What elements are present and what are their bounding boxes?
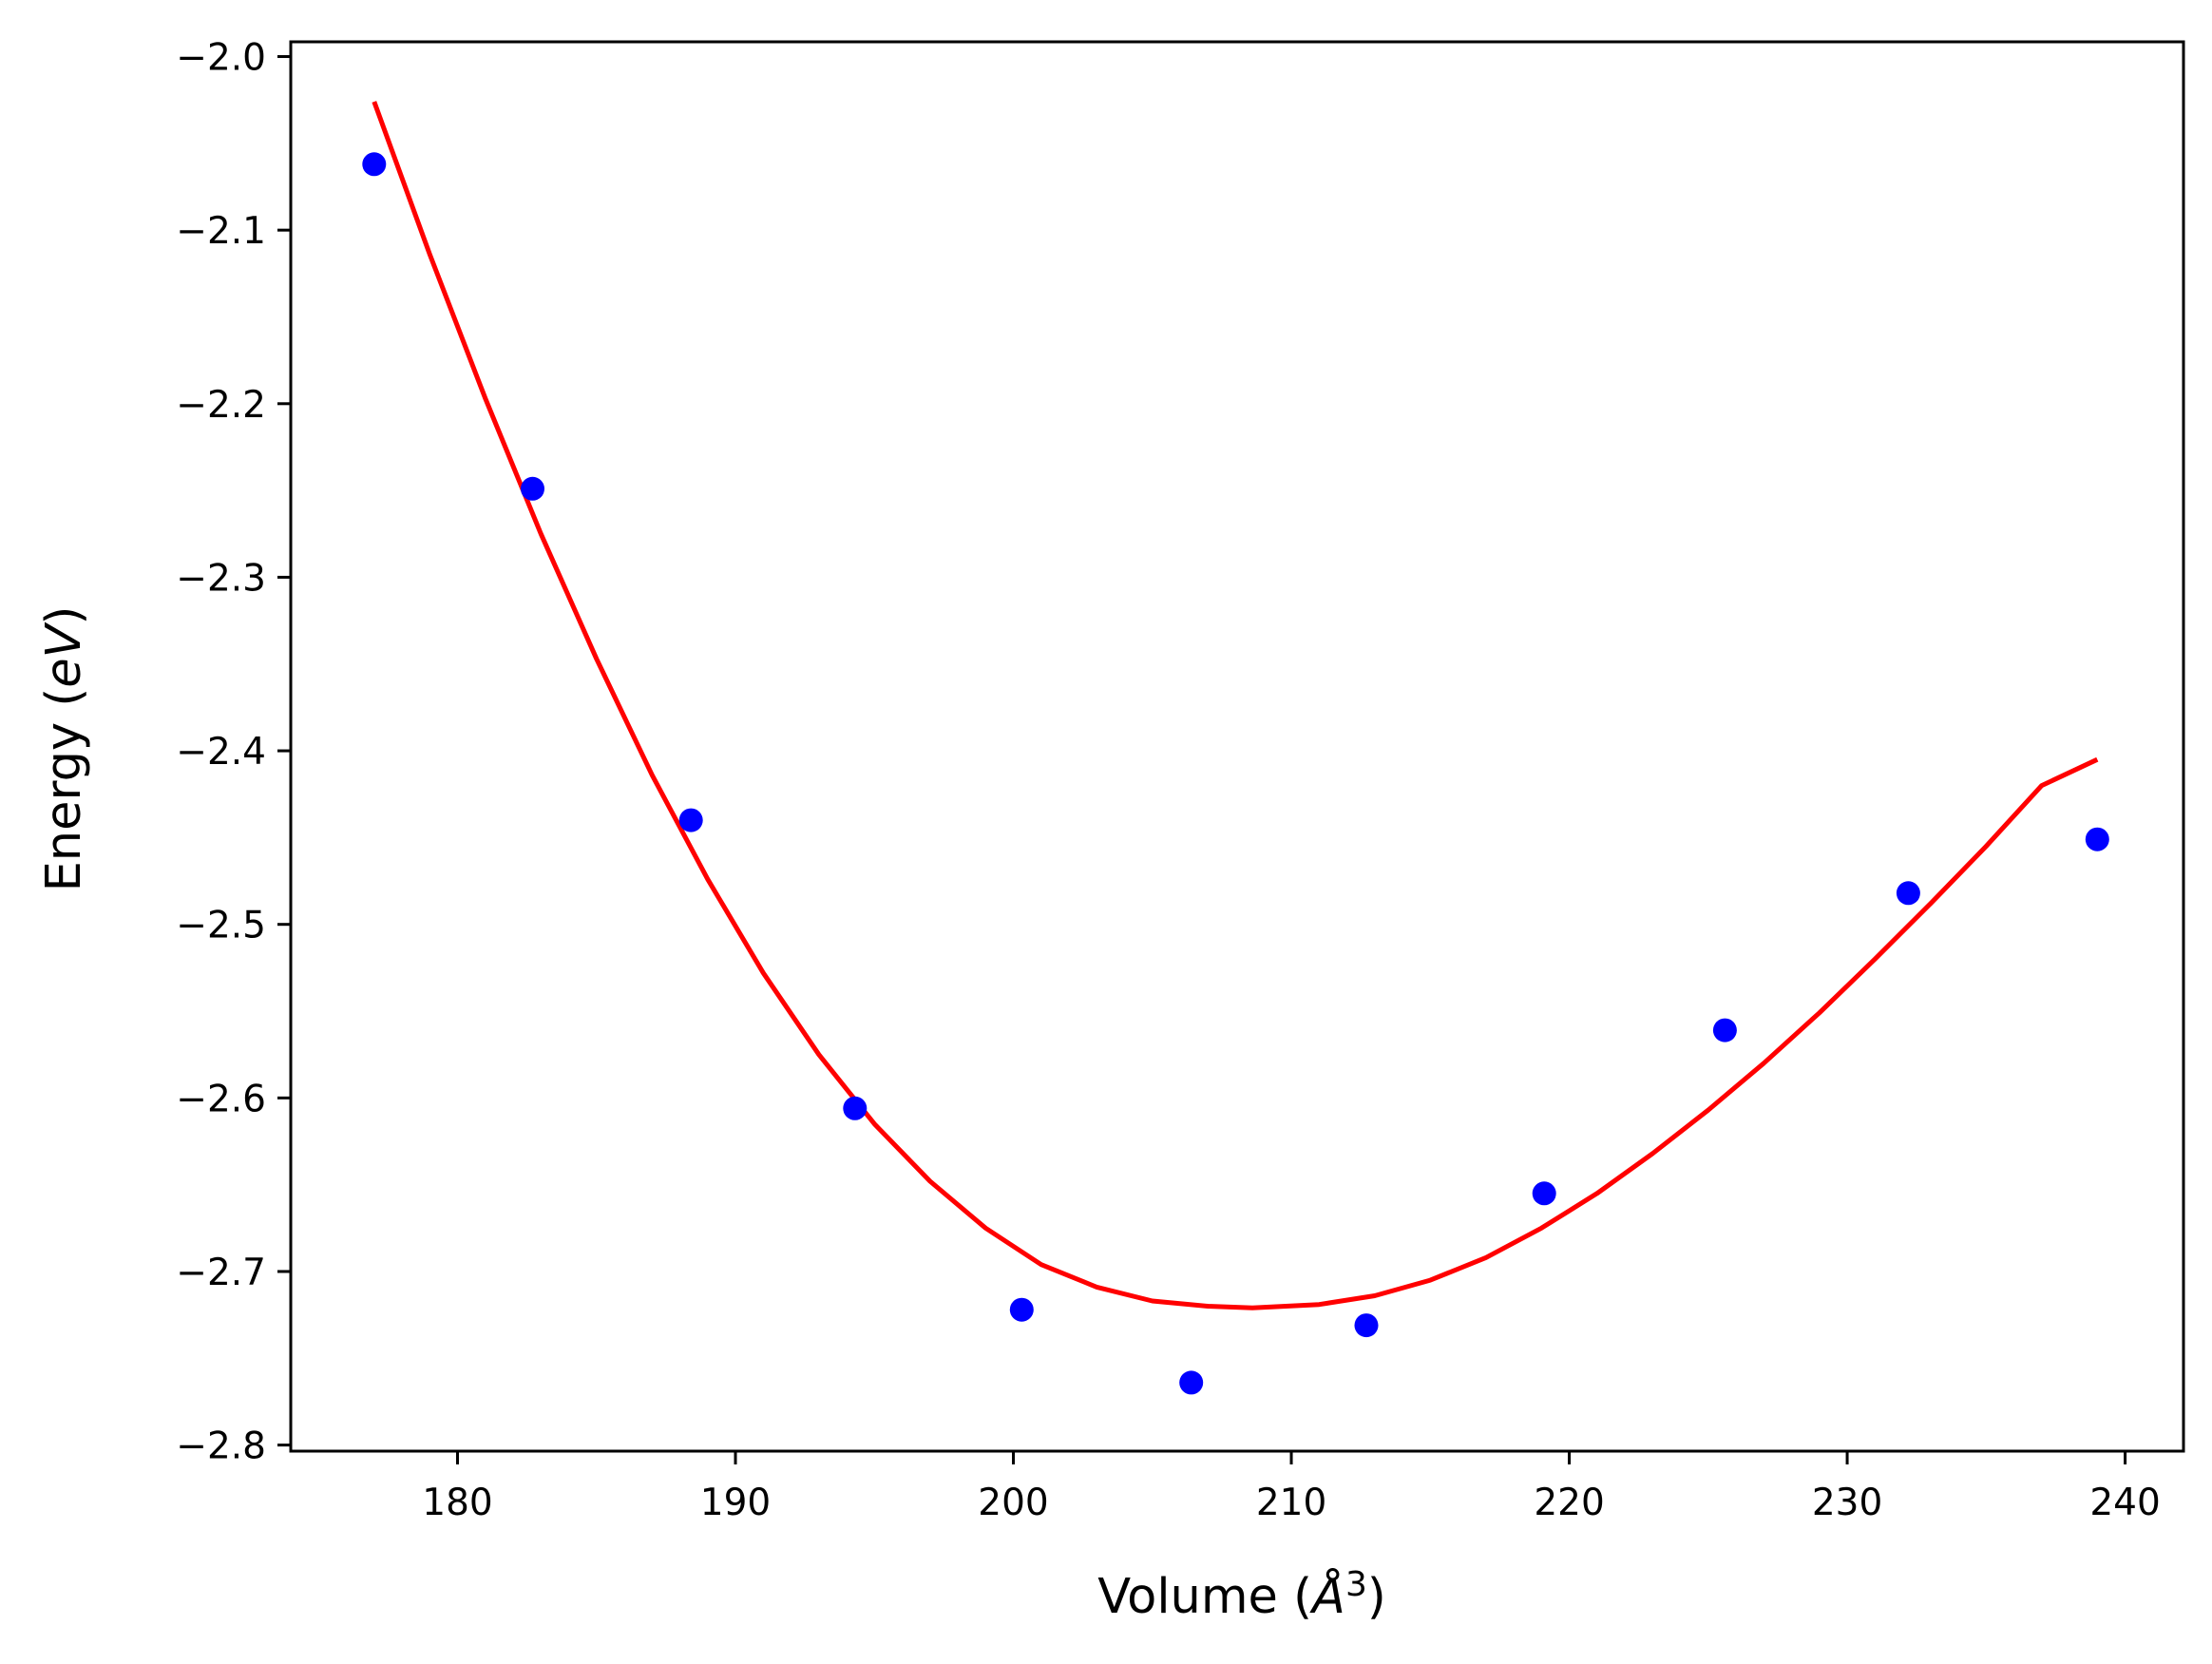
x-axis-label-symbol: Å xyxy=(1309,1566,1345,1625)
data-point xyxy=(843,1096,868,1120)
data-point xyxy=(1354,1313,1379,1338)
data-point xyxy=(678,808,703,832)
data-point xyxy=(1712,1018,1737,1042)
x-tick-label: 200 xyxy=(978,1482,1048,1524)
y-axis-label-suffix: ) xyxy=(36,606,92,625)
y-tick-label: −2.6 xyxy=(176,1078,266,1120)
y-tick-label: −2.8 xyxy=(176,1425,266,1468)
x-axis: 180 190 200 210 220 230 240 xyxy=(422,1451,2161,1524)
data-point xyxy=(521,476,544,501)
data-point xyxy=(1896,881,1920,906)
y-tick-label: −2.5 xyxy=(176,905,266,947)
y-axis-label-italic: eV xyxy=(36,622,92,687)
x-tick-label: 180 xyxy=(422,1482,492,1524)
y-axis: −2.0 −2.1 −2.2 −2.3 −2.4 −2.5 −2.6 −2.7 −2.8 xyxy=(176,37,291,1468)
y-tick-label: −2.3 xyxy=(176,557,266,600)
fit-line xyxy=(372,101,2099,1310)
x-axis-label-prefix: Volume ( xyxy=(1097,1569,1312,1625)
data-point xyxy=(362,152,387,177)
x-tick-label: 230 xyxy=(1812,1482,1882,1524)
x-axis-label-superscript: 3 xyxy=(1345,1565,1367,1604)
data-point xyxy=(2085,827,2109,851)
x-tick-label: 240 xyxy=(2089,1482,2160,1524)
y-tick-label: −2.4 xyxy=(176,731,266,774)
x-tick-label: 220 xyxy=(1534,1482,1604,1524)
y-tick-label: −2.2 xyxy=(176,384,266,427)
data-point xyxy=(1532,1181,1556,1206)
y-tick-label: −2.0 xyxy=(176,37,266,80)
x-tick-label: 190 xyxy=(700,1482,771,1524)
y-tick-label: −2.7 xyxy=(176,1252,266,1294)
x-tick-label: 210 xyxy=(1256,1482,1326,1524)
plot-area xyxy=(362,101,2109,1395)
y-tick-label: −2.1 xyxy=(176,210,266,253)
y-axis-label: Energy (eV) xyxy=(36,606,92,892)
data-point xyxy=(1009,1297,1034,1322)
x-axis-label: Volume (Å3) xyxy=(1097,1565,1386,1625)
series-group xyxy=(362,101,2109,1395)
axes-frame xyxy=(289,40,2185,1453)
data-point xyxy=(1179,1370,1204,1395)
x-axis-label-suffix: ) xyxy=(1367,1569,1386,1625)
y-axis-label-prefix: Energy ( xyxy=(36,688,92,892)
